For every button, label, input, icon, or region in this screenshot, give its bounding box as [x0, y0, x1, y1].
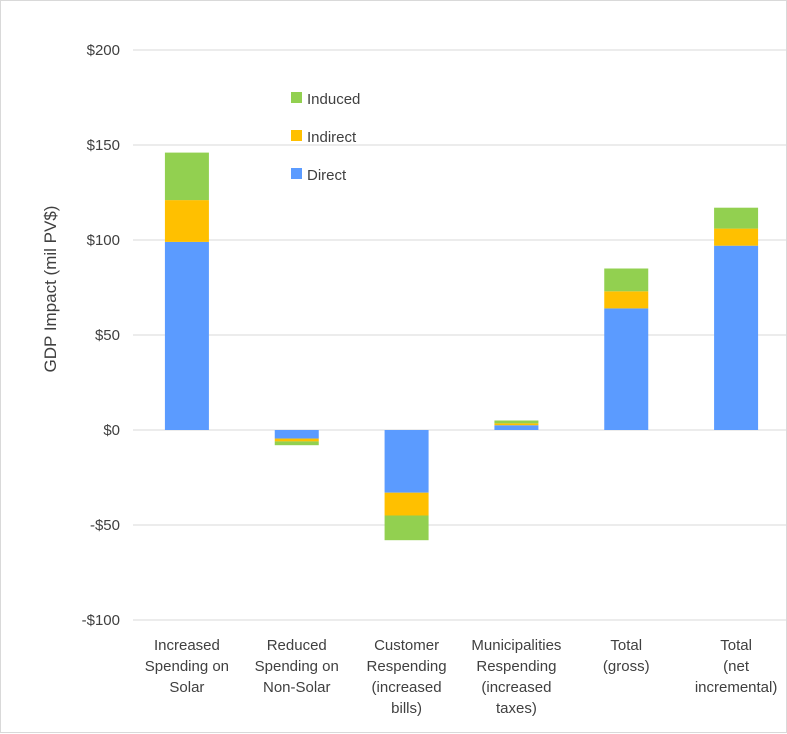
x-category-label-line: Customer	[374, 637, 439, 654]
bar-indirect-5	[714, 228, 759, 246]
gridlines	[133, 49, 787, 621]
bar-induced-0	[164, 152, 209, 201]
y-tick-label: $0	[103, 422, 120, 439]
bar-induced-4	[604, 268, 649, 292]
bar-direct-3	[494, 425, 539, 430]
x-category-label: Increased Spending on Solar	[145, 637, 229, 696]
y-axis-tick-labels: $200 $150 $100 $50 $0 -$50 -$100	[82, 42, 120, 629]
bar-direct-4	[604, 308, 649, 430]
bar-induced-2	[384, 515, 429, 541]
x-category-label-line: Total	[720, 637, 752, 654]
y-tick-label: -$50	[90, 517, 120, 534]
legend-swatch-direct	[291, 168, 302, 179]
x-category-label-line: (increased	[481, 679, 551, 696]
bar-direct-1	[274, 430, 319, 439]
legend-label-induced: Induced	[307, 91, 360, 108]
legend-label-indirect: Indirect	[307, 129, 357, 146]
x-axis-category-labels: Increased Spending on Solar Reduced Spending…	[145, 637, 778, 717]
x-category-label-line: Total	[610, 637, 642, 654]
x-category-label: Reduced Spending on Non-Solar	[255, 637, 339, 696]
x-category-label: Municipalities Respending (increased taxes)	[471, 637, 561, 717]
bar-indirect-3	[494, 423, 539, 426]
bar-indirect-2	[384, 492, 429, 516]
y-tick-label: $100	[87, 232, 120, 249]
bar-indirect-4	[604, 291, 649, 309]
bar-direct-5	[714, 245, 759, 430]
x-category-label-line: Non-Solar	[263, 679, 331, 696]
y-tick-label: $50	[95, 327, 120, 344]
bar-indirect-1	[274, 438, 319, 442]
x-category-label-line: Spending on	[145, 658, 229, 675]
x-category-label-line: Respending	[367, 658, 447, 675]
bar-induced-5	[714, 207, 759, 229]
x-category-label-line: (increased	[372, 679, 442, 696]
x-category-label-line: Solar	[169, 679, 204, 696]
legend-swatch-induced	[291, 92, 302, 103]
legend-swatch-indirect	[291, 130, 302, 141]
y-tick-label: $150	[87, 137, 120, 154]
x-category-label: Customer Respending (increased bills)	[367, 637, 447, 717]
x-category-label-line: (gross)	[603, 658, 650, 675]
x-category-label-line: Respending	[476, 658, 556, 675]
bar-direct-0	[164, 241, 209, 430]
x-category-label-line: Spending on	[255, 658, 339, 675]
x-category-label-line: Reduced	[267, 637, 327, 654]
legend: Induced Indirect Direct	[291, 91, 360, 184]
bar-induced-1	[274, 441, 319, 446]
x-category-label: Total (gross)	[603, 637, 650, 675]
bar-indirect-0	[164, 200, 209, 242]
x-category-label-line: Increased	[154, 637, 220, 654]
bar-direct-2	[384, 430, 429, 493]
y-tick-label: $200	[87, 42, 120, 59]
x-category-label-line: (net	[723, 658, 750, 675]
x-category-label-line: incremental)	[695, 679, 778, 696]
x-category-label: Total (net incremental)	[695, 637, 778, 696]
bar-induced-3	[494, 420, 539, 424]
x-category-label-line: Municipalities	[471, 637, 561, 654]
x-category-label-line: taxes)	[496, 700, 537, 717]
bars	[164, 152, 759, 541]
y-tick-label: -$100	[82, 612, 120, 629]
x-category-label-line: bills)	[391, 700, 422, 717]
legend-label-direct: Direct	[307, 167, 347, 184]
y-axis-label: GDP Impact (mil PV$)	[41, 206, 60, 373]
